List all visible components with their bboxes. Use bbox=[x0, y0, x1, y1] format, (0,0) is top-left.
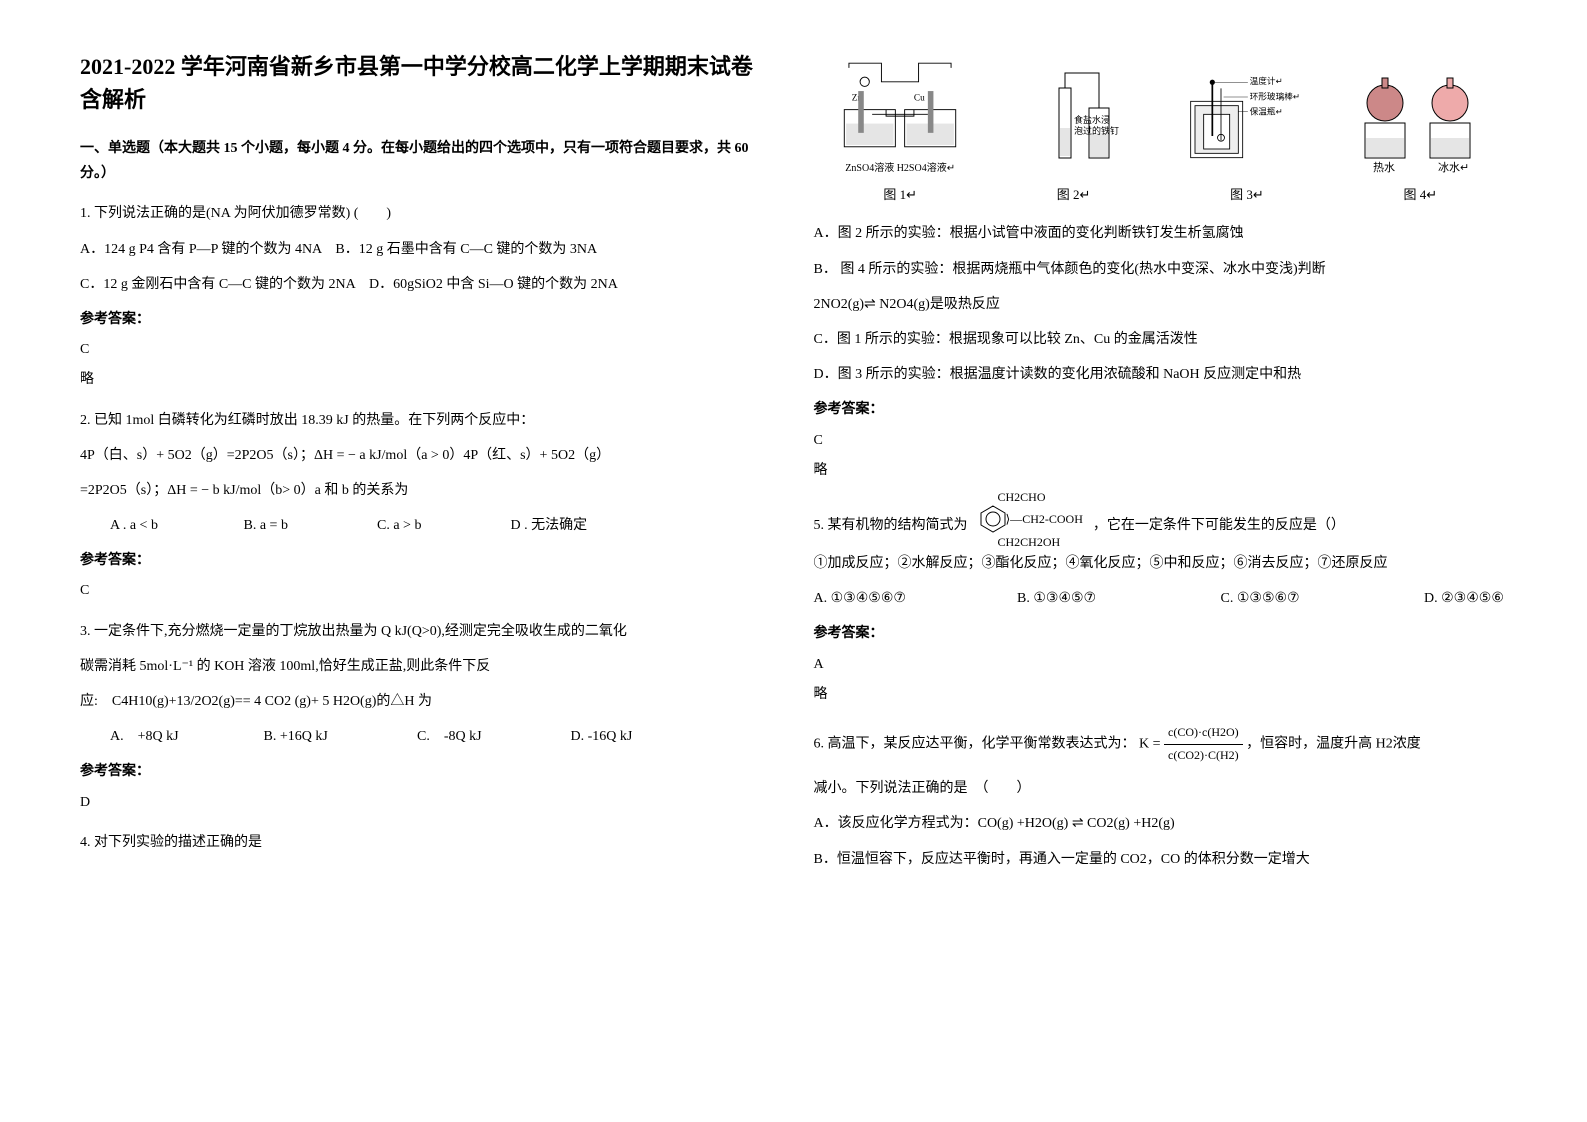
diagram-1-caption: ZnSO4溶液 H2SO4溶液↵ bbox=[845, 160, 955, 178]
svg-text:泡过的铁钉: 泡过的铁钉 bbox=[1074, 125, 1119, 136]
section-header: 一、单选题（本大题共 15 个小题，每小题 4 分。在每小题给出的四个选项中，只… bbox=[80, 136, 774, 186]
q6-opt-b: B．恒温恒容下，反应达平衡时，再通入一定量的 CO2，CO 的体积分数一定增大 bbox=[814, 847, 1508, 872]
q3-opt-d: D. -16Q kJ bbox=[571, 724, 633, 749]
svg-text:温度计↵: 温度计↵ bbox=[1250, 75, 1283, 86]
svg-text:食盐水浸: 食盐水浸 bbox=[1074, 114, 1110, 125]
diagram-1-box: Zn Cu bbox=[835, 50, 965, 160]
q2-options: A . a < b B. a = b C. a > b D . 无法确定 bbox=[80, 513, 774, 538]
q5-post: ，它在一定条件下可能发生的反应是（） bbox=[1093, 513, 1345, 538]
q2-eq2: =2P2O5（s）；ΔH = − b kJ/mol（b> 0）a 和 b 的关系… bbox=[80, 478, 774, 503]
q3-opt-b: B. +16Q kJ bbox=[264, 724, 414, 749]
diagram-2-box: 食盐水浸 泡过的铁钉 bbox=[1009, 68, 1139, 178]
q2-opt-d: D . 无法确定 bbox=[511, 513, 588, 538]
diagram-4-box: 热水 冰水↵ bbox=[1355, 68, 1485, 178]
svg-text:Cu: Cu bbox=[914, 93, 925, 103]
q3-options: A. +8Q kJ B. +16Q kJ C. -8Q kJ D. -16Q k… bbox=[80, 724, 774, 749]
diagram-3: 温度计↵ 环形玻璃棒↵ 保温瓶↵ 图 3↵ bbox=[1182, 68, 1312, 206]
q1-options-2: C．12 g 金刚石中含有 C—C 键的个数为 2NA D．60gSiO2 中含… bbox=[80, 272, 774, 297]
question-3: 3. 一定条件下,充分燃烧一定量的丁烷放出热量为 Q kJ(Q>0),经测定完全… bbox=[80, 619, 774, 815]
diagram-container: Zn Cu ZnSO4溶液 H2SO4溶液↵ 图 1↵ bbox=[814, 50, 1508, 206]
q1-answer: C bbox=[80, 337, 774, 362]
q6-pre: 6. 高温下，某反应达平衡，化学平衡常数表达式为： bbox=[814, 736, 1136, 751]
q4-opt-c: C．图 1 所示的实验：根据现象可以比较 Zn、Cu 的金属活泼性 bbox=[814, 327, 1508, 352]
diagram-1: Zn Cu ZnSO4溶液 H2SO4溶液↵ 图 1↵ bbox=[835, 50, 965, 206]
q3-opt-a: A. +8Q kJ bbox=[110, 724, 260, 749]
q4-opt-d: D．图 3 所示的实验：根据温度计读数的变化用浓硫酸和 NaOH 反应测定中和热 bbox=[814, 362, 1508, 387]
diagram-3-label: 图 3↵ bbox=[1230, 183, 1264, 206]
question-1: 1. 下列说法正确的是(NA 为阿伏加德罗常数) ( ) A．124 g P4 … bbox=[80, 201, 774, 392]
q1-note: 略 bbox=[80, 367, 774, 392]
q1-text: 1. 下列说法正确的是(NA 为阿伏加德罗常数) ( ) bbox=[80, 201, 774, 226]
left-column: 2021-2022 学年河南省新乡市县第一中学分校高二化学上学期期末试卷含解析 … bbox=[60, 50, 794, 1072]
question-4: A．图 2 所示的实验：根据小试管中液面的变化判断铁钉发生析氢腐蚀 B． 图 4… bbox=[814, 221, 1508, 483]
q4-opt-a: A．图 2 所示的实验：根据小试管中液面的变化判断铁钉发生析氢腐蚀 bbox=[814, 221, 1508, 246]
svg-text:冰水↵: 冰水↵ bbox=[1438, 161, 1469, 174]
diagram-1-label: 图 1↵ bbox=[883, 183, 917, 206]
svg-text:保温瓶↵: 保温瓶↵ bbox=[1250, 105, 1283, 116]
q3-answer: D bbox=[80, 790, 774, 815]
page-title: 2021-2022 学年河南省新乡市县第一中学分校高二化学上学期期末试卷含解析 bbox=[80, 50, 774, 116]
q5-options: A. ①③④⑤⑥⑦ B. ①③④⑤⑦ C. ①③⑤⑥⑦ D. ②③④⑤⑥ bbox=[814, 586, 1508, 611]
q5-opt-b: B. ①③④⑤⑦ bbox=[1017, 586, 1217, 611]
diagram-3-box: 温度计↵ 环形玻璃棒↵ 保温瓶↵ bbox=[1182, 68, 1312, 178]
q5-pre: 5. 某有机物的结构简式为 bbox=[814, 513, 968, 538]
question-2: 2. 已知 1mol 白磷转化为红磷时放出 18.39 kJ 的热量。在下列两个… bbox=[80, 408, 774, 604]
q2-eq1: 4P（白、s）+ 5O2（g）=2P2O5（s）；ΔH = − a kJ/mol… bbox=[80, 443, 774, 468]
q5-formula-bot: CH2CH2OH bbox=[998, 535, 1075, 549]
q1-opt-a: A．124 g P4 含有 P—P 键的个数为 4NA bbox=[80, 242, 321, 257]
q6-post: ，恒容时，温度升高 H2浓度 bbox=[1246, 736, 1421, 751]
q6-k-num: c(CO)·c(H2O) bbox=[1164, 722, 1243, 745]
q5-answer-label: 参考答案： bbox=[814, 621, 1508, 646]
q6-opt-a: A．该反应化学方程式为：CO(g) +H2O(g) ⇌ CO2(g) +H2(g… bbox=[814, 811, 1508, 836]
right-column: Zn Cu ZnSO4溶液 H2SO4溶液↵ 图 1↵ bbox=[794, 50, 1528, 1072]
svg-text:环形玻璃棒↵: 环形玻璃棒↵ bbox=[1250, 91, 1301, 102]
q3-text3: 应: C4H10(g)+13/2O2(g)== 4 CO2 (g)+ 5 H2O… bbox=[80, 689, 774, 714]
diagram-2: 食盐水浸 泡过的铁钉 图 2↵ bbox=[1009, 68, 1139, 206]
q1-answer-label: 参考答案： bbox=[80, 307, 774, 332]
q4-note: 略 bbox=[814, 458, 1508, 483]
q4-answer-label: 参考答案： bbox=[814, 397, 1508, 422]
q5-text2: ①加成反应；②水解反应；③酯化反应；④氧化反应；⑤中和反应；⑥消去反应；⑦还原反… bbox=[814, 551, 1508, 576]
diagram-4-label: 图 4↵ bbox=[1403, 183, 1437, 206]
q3-opt-c: C. -8Q kJ bbox=[417, 724, 567, 749]
q1-opt-b: B．12 g 石墨中含有 C—C 键的个数为 3NA bbox=[335, 242, 597, 257]
q2-opt-a: A . a < b bbox=[110, 513, 240, 538]
q5-formula-mid: ⟩—CH2-COOH bbox=[1006, 512, 1083, 526]
q1-opt-c: C．12 g 金刚石中含有 C—C 键的个数为 2NA bbox=[80, 277, 355, 292]
q2-answer-label: 参考答案： bbox=[80, 548, 774, 573]
q2-opt-c: C. a > b bbox=[377, 513, 507, 538]
q1-opt-d: D．60gSiO2 中含 Si—O 键的个数为 2NA bbox=[369, 277, 618, 292]
q4-opt-b2: 2NO2(g)⇌ N2O4(g)是吸热反应 bbox=[814, 292, 1508, 317]
benzene-icon bbox=[978, 504, 1008, 534]
question-5: 5. 某有机物的结构简式为 CH2CHO ⟩—CH2-COOH CH2CH2OH… bbox=[814, 498, 1508, 707]
q3-text1: 3. 一定条件下,充分燃烧一定量的丁烷放出热量为 Q kJ(Q>0),经测定完全… bbox=[80, 619, 774, 644]
q5-formula-top: CH2CHO bbox=[998, 490, 1075, 504]
question-6: 6. 高温下，某反应达平衡，化学平衡常数表达式为： K = c(CO)·c(H2… bbox=[814, 722, 1508, 872]
q2-text: 2. 已知 1mol 白磷转化为红磷时放出 18.39 kJ 的热量。在下列两个… bbox=[80, 408, 774, 433]
q4-opt-b1: B． 图 4 所示的实验：根据两烧瓶中气体颜色的变化(热水中变深、冰水中变浅)判… bbox=[814, 257, 1508, 282]
q4-text: 4. 对下列实验的描述正确的是 bbox=[80, 830, 774, 855]
q6-fraction: c(CO)·c(H2O) c(CO2)·C(H2) bbox=[1164, 722, 1243, 766]
q2-opt-b: B. a = b bbox=[244, 513, 374, 538]
q6-text2: 减小。下列说法正确的是 （ ） bbox=[814, 776, 1508, 801]
diagram-2-label: 图 2↵ bbox=[1057, 183, 1091, 206]
q5-formula: CH2CHO ⟩—CH2-COOH CH2CH2OH bbox=[978, 498, 1083, 541]
q3-answer-label: 参考答案： bbox=[80, 759, 774, 784]
q5-text: 5. 某有机物的结构简式为 CH2CHO ⟩—CH2-COOH CH2CH2OH… bbox=[814, 498, 1508, 541]
q1-options: A．124 g P4 含有 P—P 键的个数为 4NA B．12 g 石墨中含有… bbox=[80, 237, 774, 262]
q2-answer: C bbox=[80, 578, 774, 603]
q6-k-label: K = bbox=[1139, 736, 1161, 751]
q5-answer: A bbox=[814, 652, 1508, 677]
svg-text:热水: 热水 bbox=[1373, 161, 1395, 174]
diagram-4: 热水 冰水↵ 图 4↵ bbox=[1355, 68, 1485, 206]
q6-k-den: c(CO2)·C(H2) bbox=[1164, 745, 1243, 767]
q3-text2: 碳需消耗 5mol·L⁻¹ 的 KOH 溶液 100ml,恰好生成正盐,则此条件… bbox=[80, 654, 774, 679]
q5-opt-d: D. ②③④⑤⑥ bbox=[1424, 586, 1504, 611]
q6-line1: 6. 高温下，某反应达平衡，化学平衡常数表达式为： K = c(CO)·c(H2… bbox=[814, 722, 1508, 766]
q5-note: 略 bbox=[814, 682, 1508, 707]
q4-answer: C bbox=[814, 428, 1508, 453]
q5-opt-c: C. ①③⑤⑥⑦ bbox=[1221, 586, 1421, 611]
q5-opt-a: A. ①③④⑤⑥⑦ bbox=[814, 586, 1014, 611]
